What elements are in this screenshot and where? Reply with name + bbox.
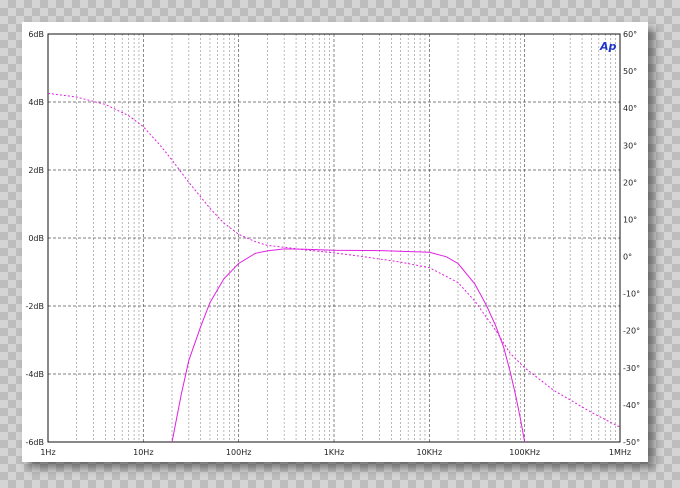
y-right-tick-label: 0° <box>623 253 632 262</box>
series-layer <box>47 92 621 443</box>
y-left-tick-label: -6dB <box>25 438 44 447</box>
x-tick-label: 100KHz <box>509 448 540 457</box>
y-right-tick-label: -40° <box>623 401 640 410</box>
chart-frame: 6dB 4dB 2dB 0dB -2dB -4dB -6dB 60° 50° 40° 30° 20°… <box>22 22 648 462</box>
x-tick-label: 10Hz <box>133 448 153 457</box>
y-right-tick-label: 40° <box>623 104 637 113</box>
y-axis-left-tick-labels: 6dB 4dB 2dB 0dB -2dB -4dB -6dB <box>25 30 44 447</box>
x-tick-label: 10KHz <box>417 448 443 457</box>
y-left-tick-label: 0dB <box>28 234 44 243</box>
y-right-tick-label: -10° <box>623 290 640 299</box>
series-line-0 <box>171 248 526 443</box>
x-tick-label: 1KHz <box>324 448 345 457</box>
y-right-tick-label: 10° <box>623 215 637 224</box>
y-left-tick-label: 6dB <box>28 30 44 39</box>
y-right-tick-label: -30° <box>623 364 640 373</box>
series-line-1 <box>47 92 621 428</box>
x-tick-label: 100Hz <box>226 448 251 457</box>
y-right-tick-label: 60° <box>623 30 637 39</box>
plot-border <box>47 33 621 443</box>
x-axis-tick-labels: 1Hz 10Hz 100Hz 1KHz 10KHz 100KHz 1MHz <box>40 448 631 457</box>
x-tick-label: 1MHz <box>609 448 631 457</box>
frequency-response-chart: 6dB 4dB 2dB 0dB -2dB -4dB -6dB 60° 50° 40° 30° 20°… <box>25 30 640 457</box>
y-axis-right-tick-labels: 60° 50° 40° 30° 20° 10° 0° -10° -20° -30° -40° -50° <box>623 30 640 447</box>
y-right-tick-label: 50° <box>623 67 637 76</box>
y-right-tick-label: 20° <box>623 178 637 187</box>
y-left-tick-label: -2dB <box>25 302 44 311</box>
y-right-tick-label: -20° <box>623 327 640 336</box>
y-left-tick-label: 2dB <box>28 166 44 175</box>
y-left-tick-label: 4dB <box>28 98 44 107</box>
ap-logo-annotation: Ap <box>599 40 617 53</box>
y-right-tick-label: 30° <box>623 141 637 150</box>
y-left-tick-label: -4dB <box>25 370 44 379</box>
y-right-tick-label: -50° <box>623 438 640 447</box>
x-tick-label: 1Hz <box>40 448 55 457</box>
